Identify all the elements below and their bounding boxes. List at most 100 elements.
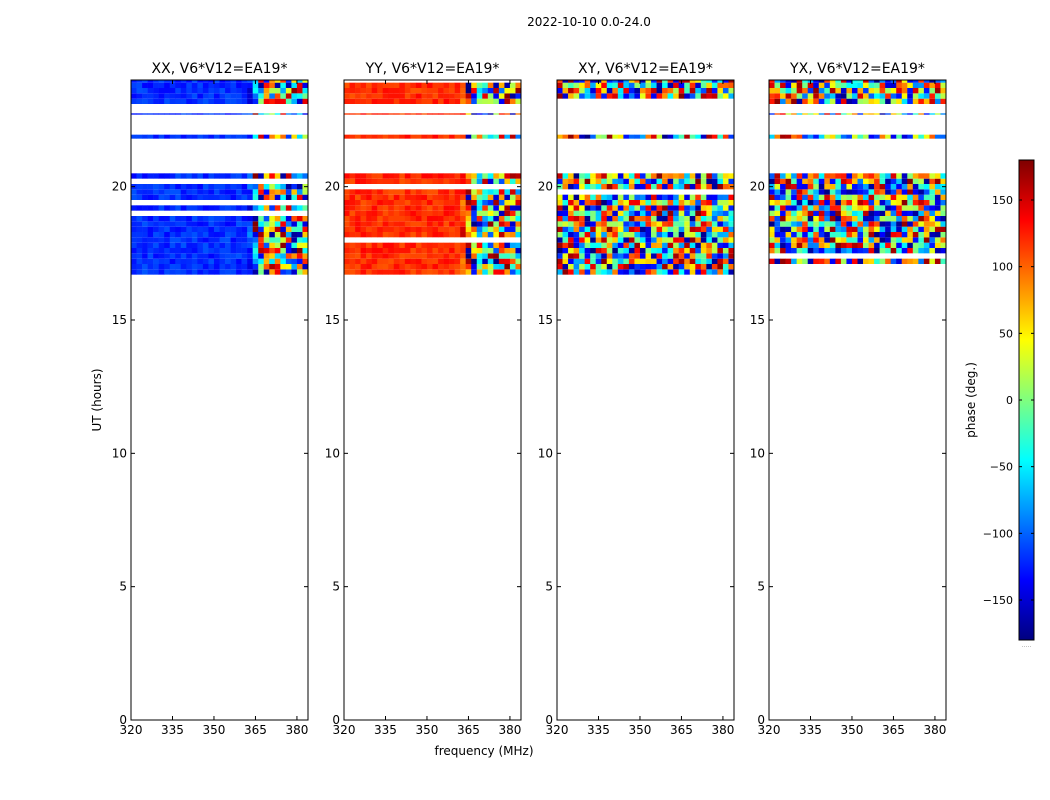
heatmap-cell bbox=[612, 184, 619, 190]
heatmap-cell bbox=[617, 205, 624, 211]
heatmap-cell bbox=[557, 80, 563, 83]
heatmap-cell bbox=[802, 134, 809, 139]
heatmap-cell bbox=[612, 216, 619, 222]
panel-title: XY, V6*V12=EA19* bbox=[578, 61, 713, 77]
heatmap-cell bbox=[874, 80, 880, 83]
heatmap-cell bbox=[584, 205, 591, 211]
heatmap-cell bbox=[274, 205, 281, 211]
heatmap-cell bbox=[421, 216, 428, 222]
heatmap-cell bbox=[706, 82, 713, 88]
heatmap-cell bbox=[219, 248, 226, 254]
heatmap-cell bbox=[482, 248, 489, 254]
heatmap-cell bbox=[426, 178, 433, 184]
heatmap-cell bbox=[791, 205, 797, 211]
heatmap-cell bbox=[393, 200, 400, 206]
heatmap-cell bbox=[191, 253, 198, 259]
heatmap-cell bbox=[487, 93, 494, 99]
heatmap-cell bbox=[885, 184, 891, 190]
heatmap-cell bbox=[131, 269, 137, 275]
heatmap-cell bbox=[366, 205, 372, 211]
heatmap-cell bbox=[371, 113, 378, 115]
heatmap-cell bbox=[230, 189, 237, 195]
heatmap-cell bbox=[493, 210, 500, 216]
heatmap-cell bbox=[700, 88, 707, 94]
heatmap-cell bbox=[824, 88, 831, 94]
heatmap-cell bbox=[785, 82, 792, 88]
heatmap-cell bbox=[360, 258, 367, 264]
heatmap-cell bbox=[449, 210, 455, 216]
heatmap-cell bbox=[785, 248, 792, 254]
heatmap-cell bbox=[901, 189, 908, 195]
heatmap-cell bbox=[388, 189, 395, 195]
heatmap-cell bbox=[579, 88, 585, 94]
heatmap-cell bbox=[169, 242, 176, 248]
heatmap-cell bbox=[136, 98, 143, 104]
heatmap-cell bbox=[504, 258, 511, 264]
heatmap-cell bbox=[695, 82, 702, 88]
heatmap-cell bbox=[890, 232, 897, 238]
heatmap-cell bbox=[136, 216, 143, 222]
heatmap-cell bbox=[388, 242, 395, 248]
heatmap-cell bbox=[929, 173, 936, 179]
heatmap-cell bbox=[208, 173, 215, 179]
heatmap-cell bbox=[662, 178, 668, 184]
heatmap-cell bbox=[421, 205, 428, 211]
heatmap-cell bbox=[673, 134, 679, 139]
heatmap-cell bbox=[247, 232, 253, 238]
heatmap-cell bbox=[851, 237, 858, 243]
heatmap-cell bbox=[225, 216, 231, 222]
heatmap-cell bbox=[863, 98, 869, 104]
heatmap-cell bbox=[465, 173, 472, 179]
heatmap-cell bbox=[695, 173, 702, 179]
heatmap-cell bbox=[382, 173, 389, 179]
y-tick-label: 15 bbox=[112, 313, 127, 327]
heatmap-cell bbox=[449, 134, 455, 139]
heatmap-cell bbox=[813, 232, 820, 238]
heatmap-cell bbox=[835, 216, 842, 222]
heatmap-cell bbox=[443, 200, 450, 206]
heatmap-cell bbox=[269, 269, 276, 275]
heatmap-cell bbox=[147, 258, 154, 264]
heatmap-cell bbox=[476, 88, 483, 94]
heatmap-cell bbox=[662, 242, 668, 248]
heatmap-cell bbox=[639, 200, 646, 206]
heatmap-cell bbox=[923, 82, 930, 88]
heatmap-cell bbox=[863, 82, 869, 88]
heatmap-cell bbox=[302, 216, 309, 222]
heatmap-cell bbox=[344, 216, 350, 222]
heatmap-cell bbox=[247, 242, 253, 248]
heatmap-cell bbox=[263, 258, 270, 264]
heatmap-cell bbox=[371, 232, 378, 238]
heatmap-cell bbox=[410, 82, 417, 88]
heatmap-cell bbox=[934, 210, 941, 216]
heatmap-cell bbox=[639, 178, 646, 184]
heatmap-cell bbox=[700, 237, 707, 243]
heatmap-cell bbox=[711, 248, 718, 254]
heatmap-cell bbox=[355, 269, 361, 275]
heatmap-cell bbox=[285, 189, 292, 195]
heatmap-cell bbox=[230, 248, 237, 254]
heatmap-cell bbox=[186, 134, 193, 139]
heatmap-cell bbox=[404, 178, 411, 184]
heatmap-cell bbox=[449, 226, 455, 232]
heatmap-cell bbox=[142, 221, 148, 227]
heatmap-cell bbox=[498, 253, 505, 259]
heatmap-cell bbox=[785, 226, 792, 232]
heatmap-cell bbox=[717, 184, 724, 190]
heatmap-cell bbox=[236, 189, 242, 195]
heatmap-cell bbox=[404, 253, 411, 259]
heatmap-cell bbox=[912, 258, 919, 264]
heatmap-cell bbox=[460, 189, 466, 195]
heatmap-cell bbox=[191, 173, 198, 179]
heatmap-cell bbox=[717, 232, 724, 238]
heatmap-cell bbox=[617, 210, 624, 216]
heatmap-cell bbox=[923, 221, 930, 227]
heatmap-cell bbox=[438, 269, 444, 275]
heatmap-cell bbox=[813, 237, 820, 243]
heatmap-cell bbox=[774, 205, 781, 211]
heatmap-cell bbox=[388, 178, 395, 184]
heatmap-cell bbox=[219, 173, 226, 179]
heatmap-cell bbox=[208, 253, 215, 259]
heatmap-cell bbox=[634, 248, 641, 254]
heatmap-cell bbox=[504, 178, 511, 184]
